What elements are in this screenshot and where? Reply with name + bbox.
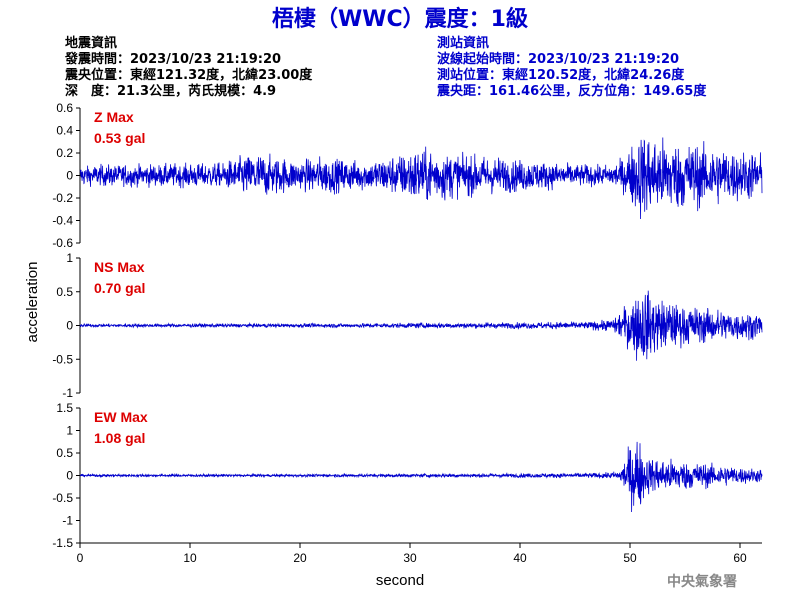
y-tick-label: -1 [62, 514, 73, 528]
x-tick-label: 60 [733, 551, 747, 565]
panel-ew: 1.5 1 0.5 0 -0.5 -1 -1.5 EW Max 1.08 gal [52, 401, 763, 550]
trace-ns [79, 290, 763, 361]
epicenter-location: 震央位置：東經121.32度，北緯23.00度 [64, 67, 313, 83]
y-tick-label: 0 [66, 169, 73, 183]
x-tick-label: 30 [403, 551, 417, 565]
station-location: 測站位置：東經120.52度，北緯24.26度 [437, 67, 685, 83]
y-axis-title: acceleration [24, 262, 41, 343]
earthquake-info-heading: 地震資訊 [65, 35, 117, 51]
y-tick-label: -0.6 [52, 236, 73, 250]
panel-z: 0.6 0.4 0.2 0 -0.2 -0.4 -0.6 Z Max 0.53 gal [52, 101, 763, 250]
trace-panels: 0.6 0.4 0.2 0 -0.2 -0.4 -0.6 Z Max 0.53 gal 1 0.5 0… [52, 101, 763, 550]
y-tick-label: -1 [62, 386, 73, 400]
y-tick-label: 0 [66, 319, 73, 333]
y-tick-label: -0.2 [52, 191, 73, 205]
y-tick-label: 0.5 [56, 285, 73, 299]
y-tick-label: 0.4 [56, 124, 73, 138]
station-info-heading: 測站資訊 [437, 35, 489, 51]
trace-ew [79, 441, 763, 513]
x-tick-label: 50 [623, 551, 637, 565]
x-tick-label: 40 [513, 551, 527, 565]
y-tick-label: 0.2 [56, 146, 73, 160]
max-label: EW Max [94, 409, 148, 425]
y-tick-label: 1.5 [56, 401, 73, 415]
max-label: Z Max [94, 109, 134, 125]
max-value: 0.53 gal [94, 130, 145, 146]
y-tick-label: -0.5 [52, 352, 73, 366]
y-tick-label: 0.6 [56, 101, 73, 115]
origin-time: 發震時間：2023/10/23 21:19:20 [64, 51, 281, 67]
depth-magnitude: 深 度：21.3公里，芮氏規模：4.9 [65, 83, 276, 99]
y-tick-label: 1 [66, 251, 73, 265]
y-tick-label: 0.5 [56, 446, 73, 460]
station-info: 測站資訊 波線起始時間：2023/10/23 21:19:20 測站位置：東經1… [436, 35, 707, 99]
x-tick-label: 10 [183, 551, 197, 565]
x-tick-label: 0 [77, 551, 84, 565]
max-value: 0.70 gal [94, 280, 145, 296]
agency-credit: 中央氣象署 [667, 573, 737, 590]
y-tick-label: -0.5 [52, 491, 73, 505]
y-tick-label: 1 [66, 424, 73, 438]
epicentral-distance: 震央距：161.46公里，反方位角：149.65度 [436, 83, 707, 99]
trace-z [79, 137, 763, 220]
waveform-start-time: 波線起始時間：2023/10/23 21:19:20 [437, 51, 679, 67]
x-tick-label: 20 [293, 551, 307, 565]
max-value: 1.08 gal [94, 430, 145, 446]
y-tick-label: 0 [66, 469, 73, 483]
earthquake-info: 地震資訊 發震時間：2023/10/23 21:19:20 震央位置：東經121… [64, 35, 313, 99]
panel-ns: 1 0.5 0 -0.5 -1 NS Max 0.70 gal [52, 251, 763, 400]
x-axis-title: second [376, 572, 424, 589]
y-tick-label: -0.4 [52, 214, 73, 228]
max-label: NS Max [94, 259, 145, 275]
x-axis: 0 10 20 30 40 50 60 [77, 542, 762, 565]
y-tick-label: -1.5 [52, 536, 73, 550]
chart-title: 梧棲（WWC）震度：1級 [272, 6, 528, 32]
